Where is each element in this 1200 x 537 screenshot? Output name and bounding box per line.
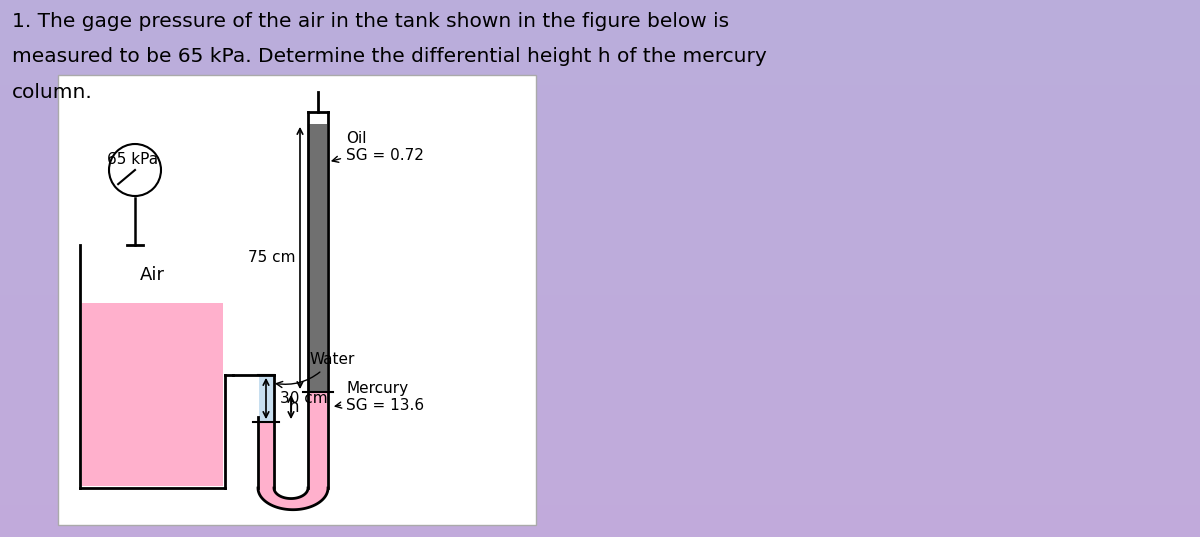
Text: 1. The gage pressure of the air in the tank shown in the figure below is: 1. The gage pressure of the air in the t… bbox=[12, 12, 730, 31]
Text: column.: column. bbox=[12, 83, 92, 102]
Text: h: h bbox=[289, 398, 299, 416]
Text: Oil
SG = 0.72: Oil SG = 0.72 bbox=[332, 131, 424, 163]
Bar bbox=[82, 303, 223, 486]
Polygon shape bbox=[258, 488, 328, 510]
Bar bbox=[310, 392, 326, 488]
Bar bbox=[259, 375, 274, 422]
Bar bbox=[310, 124, 326, 392]
Text: 65 kPa: 65 kPa bbox=[107, 153, 158, 168]
Text: Water: Water bbox=[276, 352, 354, 388]
Text: Air: Air bbox=[140, 266, 166, 284]
Text: Mercury
SG = 13.6: Mercury SG = 13.6 bbox=[335, 381, 424, 413]
Bar bbox=[259, 422, 274, 488]
Bar bbox=[58, 75, 536, 525]
Text: measured to be 65 kPa. Determine the differential height h of the mercury: measured to be 65 kPa. Determine the dif… bbox=[12, 47, 767, 66]
Circle shape bbox=[109, 144, 161, 196]
Text: 75 cm: 75 cm bbox=[248, 250, 296, 265]
Text: 30 cm: 30 cm bbox=[280, 391, 328, 406]
